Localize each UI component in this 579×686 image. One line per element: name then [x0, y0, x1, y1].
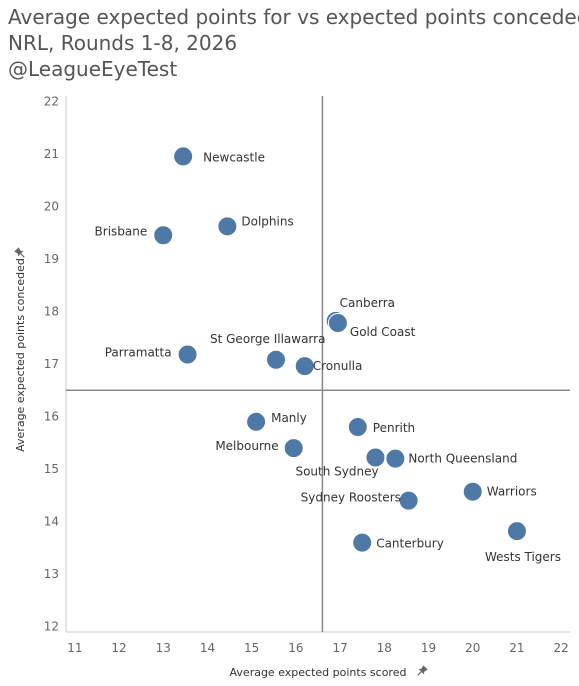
point-label: Dolphins — [241, 214, 293, 228]
point-label: Gold Coast — [350, 325, 416, 339]
y-tick-label: 21 — [44, 147, 59, 161]
point-label: Canberra — [340, 296, 395, 310]
chart-subtitle: NRL, Rounds 1-8, 2026 — [8, 31, 238, 55]
point-label: Newcastle — [203, 150, 265, 164]
data-point — [283, 438, 304, 459]
chart-title-block: Average expected points for vs expected … — [8, 4, 579, 82]
y-tick-label: 22 — [44, 94, 59, 108]
x-tick-label: 14 — [200, 641, 215, 655]
point-label: North Queensland — [408, 452, 517, 466]
point-label: Manly — [271, 411, 307, 425]
data-point — [153, 225, 174, 246]
x-tick-label: 17 — [332, 641, 347, 655]
x-tick-label: 21 — [509, 641, 524, 655]
x-tick-label: 18 — [377, 641, 392, 655]
point-label: Parramatta — [105, 346, 172, 360]
data-point — [173, 146, 194, 167]
point-label: Cronulla — [313, 359, 363, 373]
x-tick-label: 19 — [421, 641, 436, 655]
chart-title: Average expected points for vs expected … — [8, 5, 579, 29]
chart-credit: @LeagueEyeTest — [8, 57, 178, 81]
y-tick-label: 17 — [44, 357, 59, 371]
data-point — [177, 344, 198, 365]
x-tick-label: 12 — [111, 641, 126, 655]
y-tick-label: 13 — [44, 567, 59, 581]
x-axis-title: Average expected points scored — [230, 666, 407, 679]
y-tick-label: 14 — [44, 515, 59, 529]
data-point — [365, 447, 386, 468]
data-point — [294, 356, 315, 377]
point-label: St George Illawarra — [210, 332, 325, 346]
data-point — [398, 490, 419, 511]
point-label: South Sydney — [295, 465, 378, 479]
x-tick-label: 15 — [244, 641, 259, 655]
point-label: Brisbane — [95, 224, 148, 238]
data-point — [327, 313, 348, 334]
data-point — [462, 481, 483, 502]
data-point — [347, 417, 368, 438]
y-tick-label: 20 — [44, 199, 59, 213]
x-tick-label: 16 — [288, 641, 303, 655]
pin-icon — [417, 665, 428, 676]
x-tick-label: 20 — [465, 641, 480, 655]
point-label: Warriors — [487, 485, 537, 499]
data-point — [506, 521, 527, 542]
data-point — [246, 411, 267, 432]
x-tick-label: 11 — [67, 641, 82, 655]
point-label: Melbourne — [215, 439, 278, 453]
y-tick-label: 19 — [44, 252, 59, 266]
y-tick-label: 12 — [44, 620, 59, 634]
point-label: Wests Tigers — [485, 550, 561, 564]
data-point — [217, 216, 238, 237]
data-point — [385, 448, 406, 469]
point-label: Sydney Roosters — [301, 491, 401, 505]
x-tick-label: 13 — [156, 641, 171, 655]
point-label: Penrith — [373, 421, 415, 435]
x-tick-label: 22 — [554, 641, 569, 655]
data-point — [352, 532, 373, 553]
y-tick-label: 18 — [44, 304, 59, 318]
y-tick-label: 16 — [44, 410, 59, 424]
y-axis-title: Average expected points conceded — [14, 258, 27, 452]
pin-icon — [14, 247, 25, 258]
point-label: Canterbury — [376, 537, 444, 551]
data-point — [266, 349, 286, 370]
y-tick-label: 15 — [44, 462, 59, 476]
